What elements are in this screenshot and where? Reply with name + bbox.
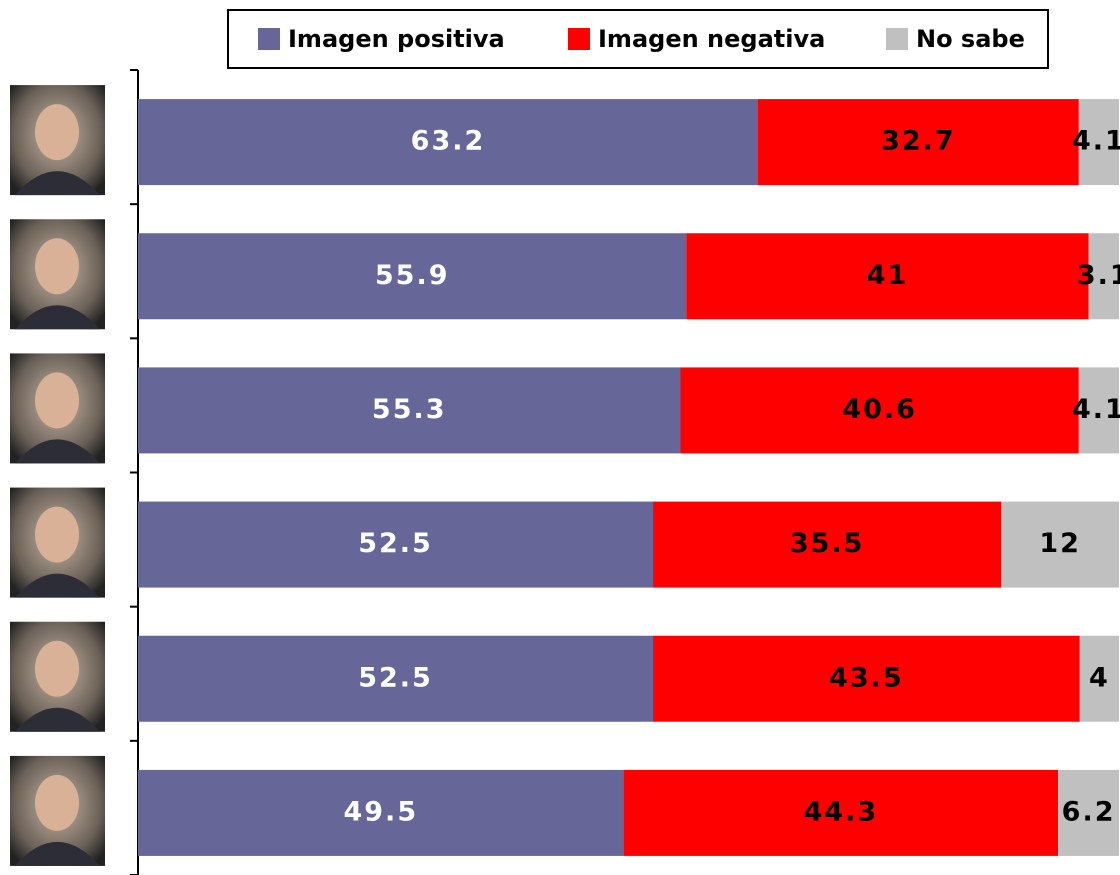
value-label: 12 bbox=[1039, 528, 1081, 559]
legend-swatch bbox=[258, 28, 280, 50]
value-label: 41 bbox=[867, 260, 909, 291]
photo-face bbox=[35, 104, 79, 160]
value-label: 4 bbox=[1089, 662, 1110, 693]
candidate-photo bbox=[10, 353, 105, 463]
value-label: 3.1 bbox=[1077, 260, 1120, 291]
value-label: 63.2 bbox=[411, 126, 486, 157]
value-label: 55.3 bbox=[372, 394, 447, 425]
value-label: 52.5 bbox=[358, 528, 433, 559]
value-label: 40.6 bbox=[842, 394, 917, 425]
value-label: 43.5 bbox=[829, 662, 904, 693]
value-label: 6.2 bbox=[1062, 796, 1116, 827]
photo-face bbox=[35, 238, 79, 294]
value-label: 32.7 bbox=[881, 126, 956, 157]
photo-face bbox=[35, 641, 79, 697]
value-label: 49.5 bbox=[343, 796, 418, 827]
legend-label: Imagen positiva bbox=[288, 25, 505, 53]
value-label: 44.3 bbox=[804, 796, 879, 827]
legend-swatch bbox=[568, 28, 590, 50]
photos bbox=[10, 85, 105, 866]
photo-face bbox=[35, 775, 79, 831]
candidate-photo bbox=[10, 756, 105, 866]
value-label: 35.5 bbox=[790, 528, 865, 559]
value-label: 55.9 bbox=[375, 260, 450, 291]
legend-swatch bbox=[886, 28, 908, 50]
candidate-photo bbox=[10, 488, 105, 598]
candidate-photo bbox=[10, 85, 105, 195]
legend-label: Imagen negativa bbox=[598, 25, 825, 53]
value-label: 52.5 bbox=[358, 662, 433, 693]
value-label: 4.1 bbox=[1072, 126, 1120, 157]
value-label: 4.1 bbox=[1072, 394, 1120, 425]
photo-face bbox=[35, 372, 79, 428]
photo-face bbox=[35, 507, 79, 563]
chart: 63.2 32.7 4.1 55.9 41 3.1 55.3 40.6 4.1 52.5 35.5 1… bbox=[0, 0, 1120, 875]
legend-label: No sabe bbox=[916, 25, 1025, 53]
candidate-photo bbox=[10, 219, 105, 329]
candidate-photo bbox=[10, 622, 105, 732]
